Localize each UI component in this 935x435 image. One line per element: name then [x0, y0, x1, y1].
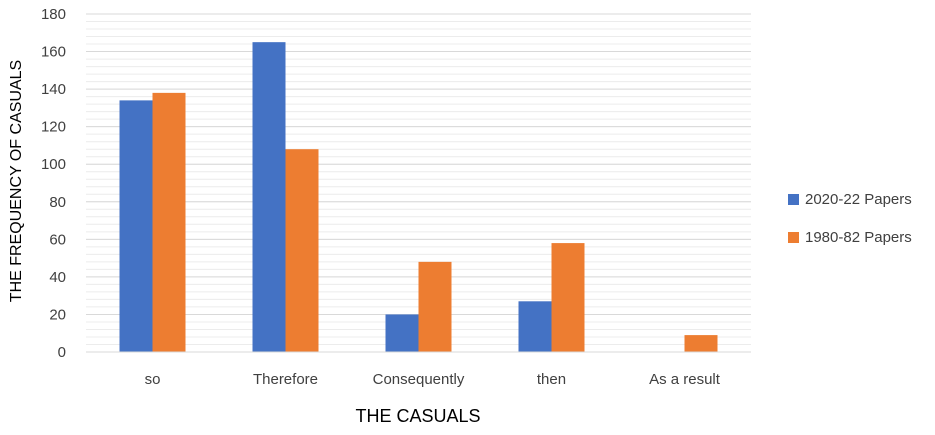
bar-series-1 — [252, 42, 286, 353]
y-tick-label: 20 — [49, 306, 66, 323]
bar-series-2 — [418, 261, 452, 352]
x-category-label: As a result — [649, 371, 721, 388]
bars — [119, 42, 718, 353]
x-axis-categories: so Therefore Consequently then As a result — [145, 371, 721, 388]
x-category-label: Therefore — [253, 371, 318, 388]
bar-series-1 — [518, 301, 552, 352]
bar-series-1 — [119, 100, 153, 352]
y-tick-label: 120 — [41, 119, 66, 136]
y-tick-label: 40 — [49, 269, 66, 286]
bar-series-1 — [385, 314, 419, 352]
legend-swatch-1 — [788, 194, 799, 205]
y-tick-label: 0 — [58, 344, 66, 361]
y-tick-label: 180 — [41, 6, 66, 23]
y-tick-label: 60 — [49, 231, 66, 248]
x-category-label: then — [537, 371, 566, 388]
legend-swatch-2 — [788, 232, 799, 243]
bar-series-2 — [285, 149, 319, 352]
legend-label-2: 1980-82 Papers — [805, 229, 912, 246]
y-axis-ticks: 0 20 40 60 80 100 120 140 160 180 — [41, 6, 66, 361]
x-category-label: Consequently — [373, 371, 465, 388]
y-tick-label: 160 — [41, 44, 66, 61]
y-axis-title: THE FREQUENCY OF CASUALS — [8, 60, 25, 302]
x-axis-title: THE CASUALS — [355, 406, 480, 426]
bar-series-2 — [551, 243, 585, 352]
y-tick-label: 100 — [41, 156, 66, 173]
x-category-label: so — [145, 371, 161, 388]
bar-series-2 — [152, 92, 186, 352]
y-tick-label: 80 — [49, 194, 66, 211]
bar-series-2 — [684, 335, 718, 352]
legend: 2020-22 Papers 1980-82 Papers — [788, 191, 912, 246]
y-tick-label: 140 — [41, 81, 66, 98]
legend-label-1: 2020-22 Papers — [805, 191, 912, 208]
